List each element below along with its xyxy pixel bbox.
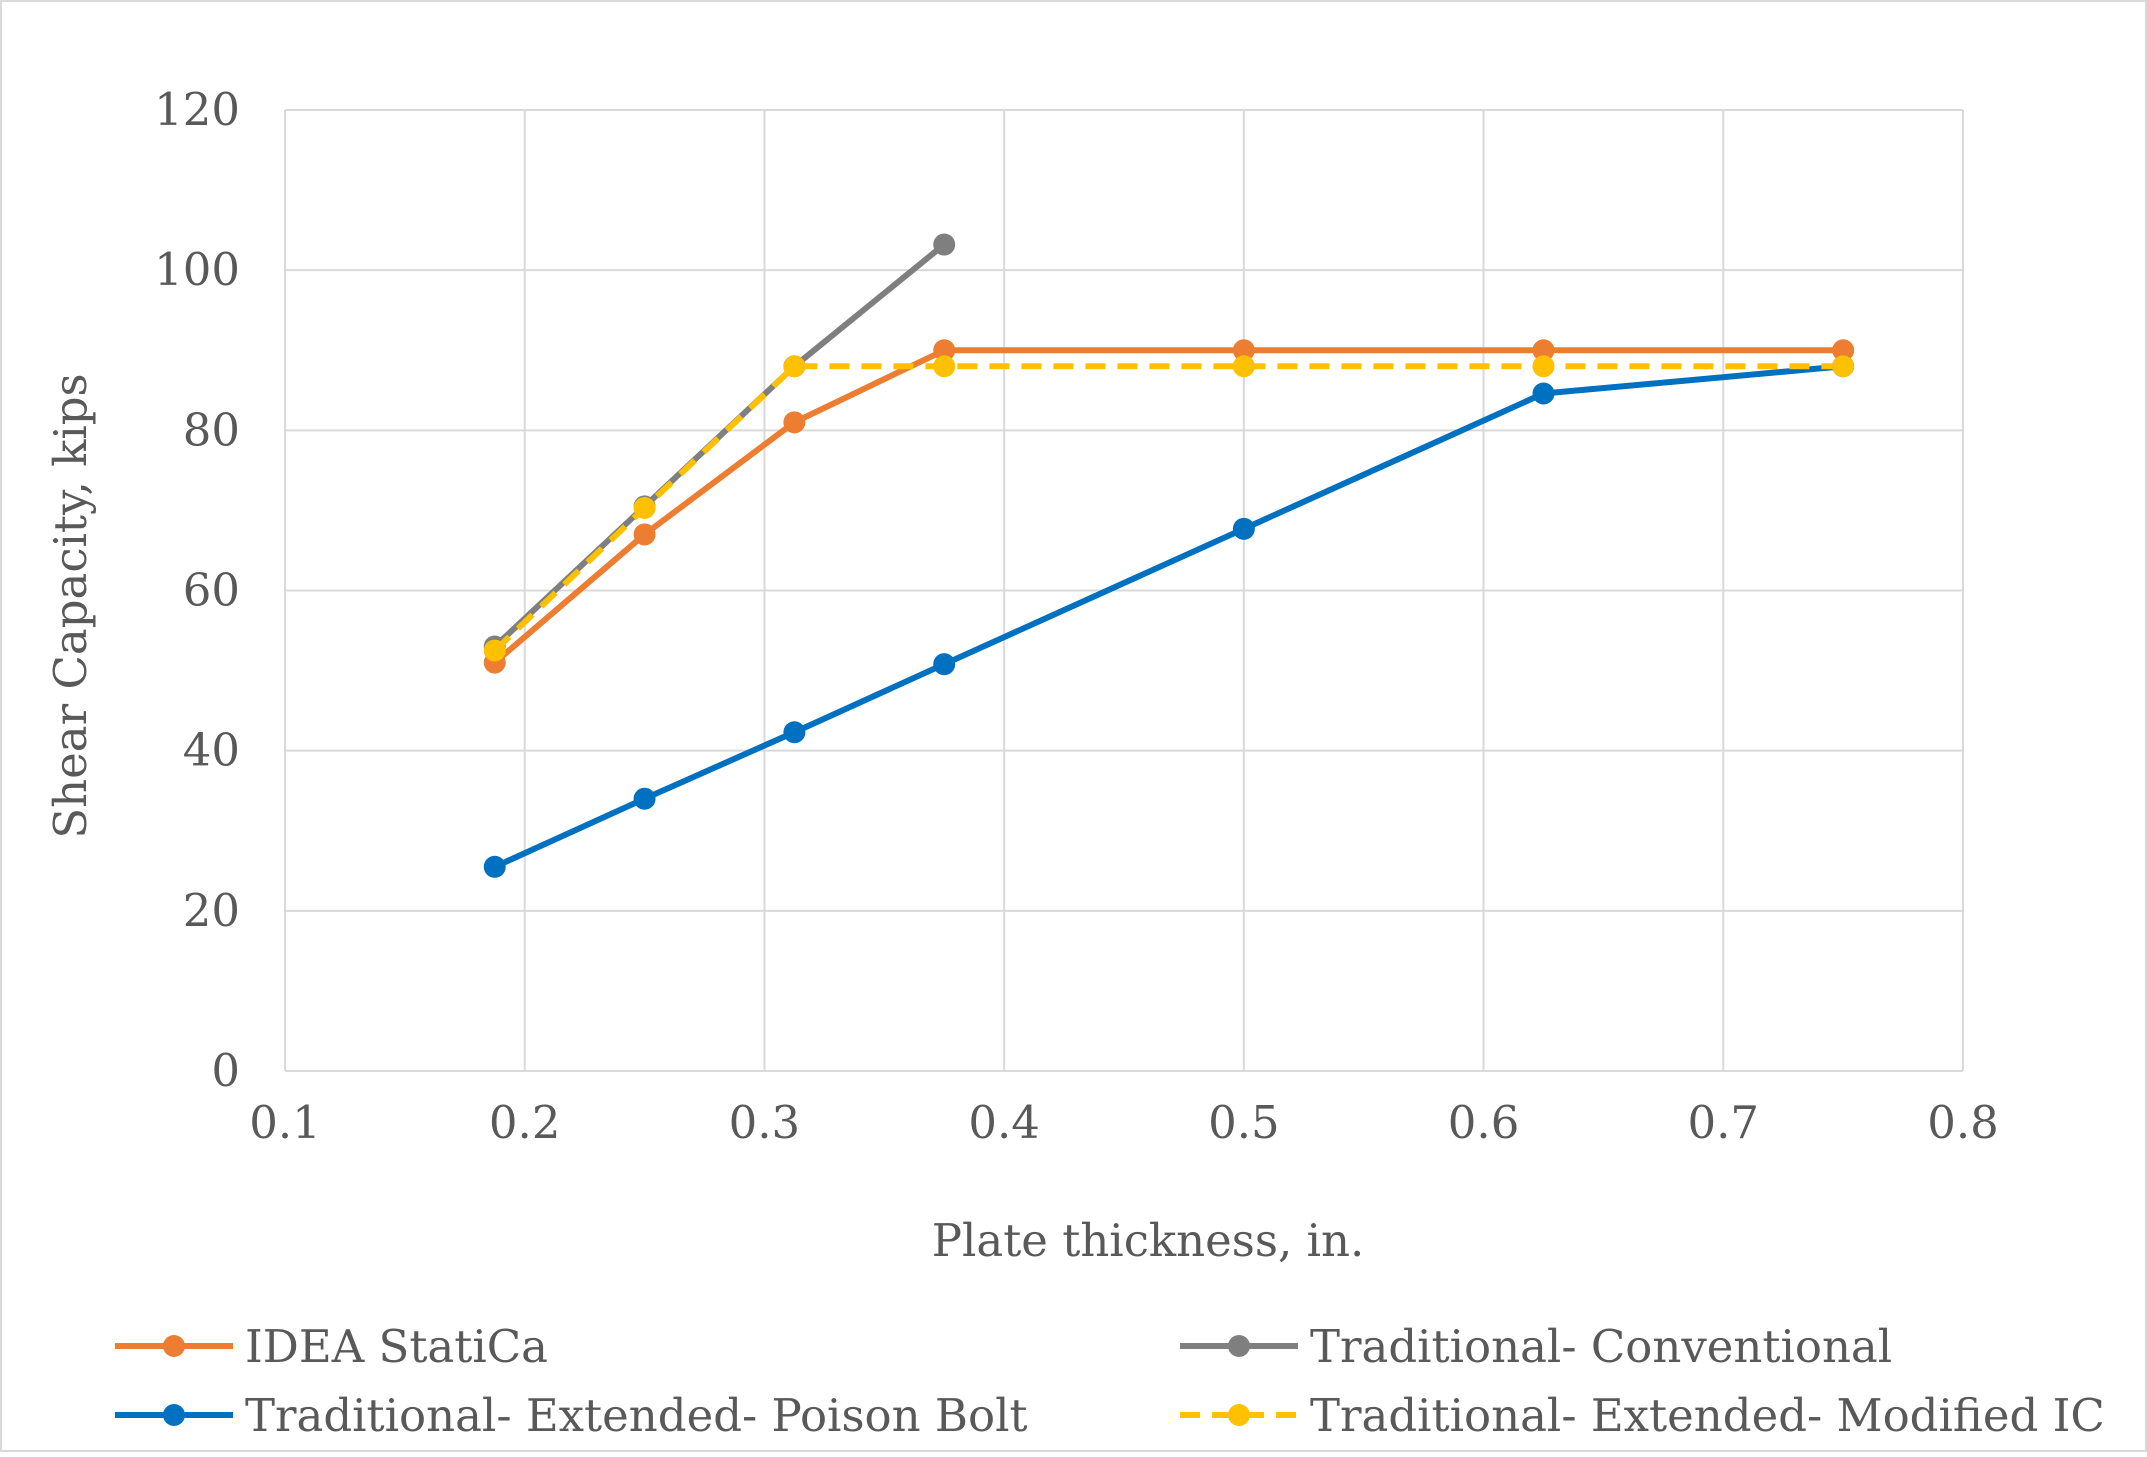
data-point xyxy=(1532,355,1555,378)
x-tick-label: 0.3 xyxy=(729,1096,801,1149)
data-point xyxy=(933,653,956,676)
data-point xyxy=(1532,339,1555,362)
x-tick-label: 0.4 xyxy=(968,1096,1040,1149)
data-point xyxy=(633,497,656,520)
x-tick-label: 0.6 xyxy=(1448,1096,1520,1149)
data-point xyxy=(933,355,956,378)
x-tick-label: 0.5 xyxy=(1208,1096,1280,1149)
y-tick-label: 40 xyxy=(183,724,240,777)
data-point xyxy=(633,523,656,546)
legend-item: Traditional- Extended- Modified IC xyxy=(1180,1389,2105,1442)
legend-item: IDEA StatiCa xyxy=(115,1320,548,1373)
data-point xyxy=(483,639,506,662)
data-point xyxy=(1232,517,1255,540)
data-point xyxy=(933,233,956,256)
legend-label: Traditional- Extended- Modified IC xyxy=(1310,1389,2105,1442)
y-tick-label: 120 xyxy=(154,83,240,136)
legend: IDEA StatiCa Traditional- Conventional Tra… xyxy=(115,1320,2105,1442)
legend-item: Traditional- Conventional xyxy=(1180,1320,1892,1373)
series-idea-statica xyxy=(483,339,1855,674)
x-tick-label: 0.7 xyxy=(1687,1096,1759,1149)
y-axis-label: Shear Capacity, kips xyxy=(44,373,97,838)
data-point xyxy=(783,355,806,378)
gridlines xyxy=(284,109,1964,1072)
series-lines xyxy=(483,233,1855,878)
legend-swatch-marker xyxy=(163,1335,185,1357)
legend-label: IDEA StatiCa xyxy=(245,1320,548,1373)
x-tick-label: 0.8 xyxy=(1927,1096,1999,1149)
data-point xyxy=(483,855,506,878)
legend-swatch-marker xyxy=(1228,1404,1250,1426)
data-point xyxy=(1832,355,1855,378)
y-tick-label: 60 xyxy=(183,564,240,617)
legend-label: Traditional- Conventional xyxy=(1310,1320,1892,1373)
legend-item: Traditional- Extended- Poison Bolt xyxy=(115,1389,1028,1442)
y-tick-label: 0 xyxy=(211,1044,240,1097)
data-point xyxy=(1232,355,1255,378)
data-point xyxy=(1532,382,1555,405)
series-traditional-extended-modified-ic xyxy=(483,355,1855,662)
legend-swatch-marker xyxy=(163,1404,185,1426)
x-axis-label: Plate thickness, in. xyxy=(932,1214,1365,1267)
x-tick-label: 0.2 xyxy=(489,1096,561,1149)
series-traditional-extended-poison-bolt xyxy=(483,355,1855,878)
data-point xyxy=(633,787,656,810)
data-point xyxy=(1832,339,1855,362)
y-tick-label: 20 xyxy=(183,884,240,937)
legend-swatch-marker xyxy=(1228,1335,1250,1357)
y-tick-label: 80 xyxy=(183,403,240,456)
data-point xyxy=(783,411,806,434)
y-tick-label: 100 xyxy=(154,243,240,296)
x-axis-ticks: 0.1 0.2 0.3 0.4 0.5 0.6 0.7 0.8 xyxy=(249,1096,1999,1149)
data-point xyxy=(933,339,956,362)
x-tick-label: 0.1 xyxy=(249,1096,321,1149)
data-point xyxy=(1232,339,1255,362)
data-point xyxy=(783,721,806,744)
y-axis-ticks: 0 20 40 60 80 100 120 xyxy=(154,83,240,1097)
legend-label: Traditional- Extended- Poison Bolt xyxy=(245,1389,1028,1442)
